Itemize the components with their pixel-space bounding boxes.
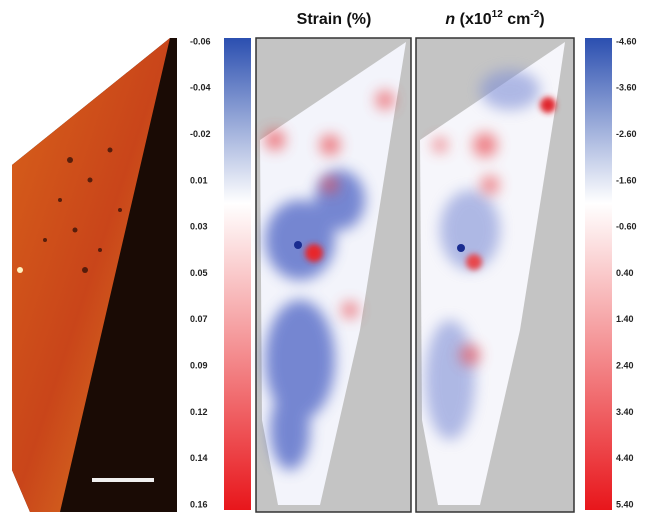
strain-map	[256, 38, 411, 512]
colorbar-label: 5.40	[616, 499, 634, 509]
colorbar-label: 1.40	[616, 314, 634, 324]
title-exponent: 12	[492, 9, 504, 20]
title-part: )	[539, 11, 544, 28]
colorbar-label: -4.60	[616, 36, 637, 46]
colorbar-label: 0.03	[190, 222, 208, 232]
colorbar	[585, 38, 612, 510]
colorbar-label: -0.06	[190, 36, 211, 46]
colorbar-label: 0.40	[616, 268, 634, 278]
optical-image	[5, 38, 177, 512]
colorbar	[224, 38, 251, 510]
colorbar-label: 4.40	[616, 453, 634, 463]
colorbar-label: -0.60	[616, 222, 637, 232]
panel-title: Strain (%)	[297, 11, 372, 28]
colorbar-label: 2.40	[616, 360, 634, 370]
colorbar-label: 0.12	[190, 407, 208, 417]
colorbar-labels: -0.06 -0.04 -0.02 0.01 0.03 0.05 0.07 0.09 0.12 0…	[190, 36, 211, 509]
colorbar-label: 0.01	[190, 175, 208, 185]
colorbar-label: 0.16	[190, 499, 208, 509]
title-part: cm	[503, 11, 531, 28]
colorbar-labels: -4.60 -3.60 -2.60 -1.60 -0.60 0.40 1.40 2.40 3.4…	[616, 36, 637, 509]
colorbar-label: 0.09	[190, 360, 208, 370]
colorbar-label: 0.07	[190, 314, 208, 324]
colorbar-label: -2.60	[616, 129, 637, 139]
colorbar-label: 0.14	[190, 453, 208, 463]
colorbar-label: -0.04	[190, 83, 211, 93]
colorbar-label: -3.60	[616, 83, 637, 93]
colorbar-label: -0.02	[190, 129, 211, 139]
title-part: (x10	[455, 11, 492, 28]
colorbar-label: 0.05	[190, 268, 208, 278]
panel-title: n (x1012 cm-2)	[445, 9, 544, 29]
colorbar-label: 3.40	[616, 407, 634, 417]
figure: -0.06 -0.04 -0.02 0.01 0.03 0.05 0.07 0.09 0.12 0…	[0, 0, 645, 515]
colorbar-label: -1.60	[616, 175, 637, 185]
density-map	[416, 38, 574, 512]
title-symbol: n	[445, 11, 455, 28]
